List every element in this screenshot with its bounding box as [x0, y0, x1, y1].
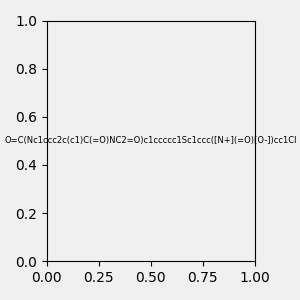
Text: O=C(Nc1ccc2c(c1)C(=O)NC2=O)c1ccccc1Sc1ccc([N+](=O)[O-])cc1Cl: O=C(Nc1ccc2c(c1)C(=O)NC2=O)c1ccccc1Sc1cc…	[4, 136, 297, 146]
